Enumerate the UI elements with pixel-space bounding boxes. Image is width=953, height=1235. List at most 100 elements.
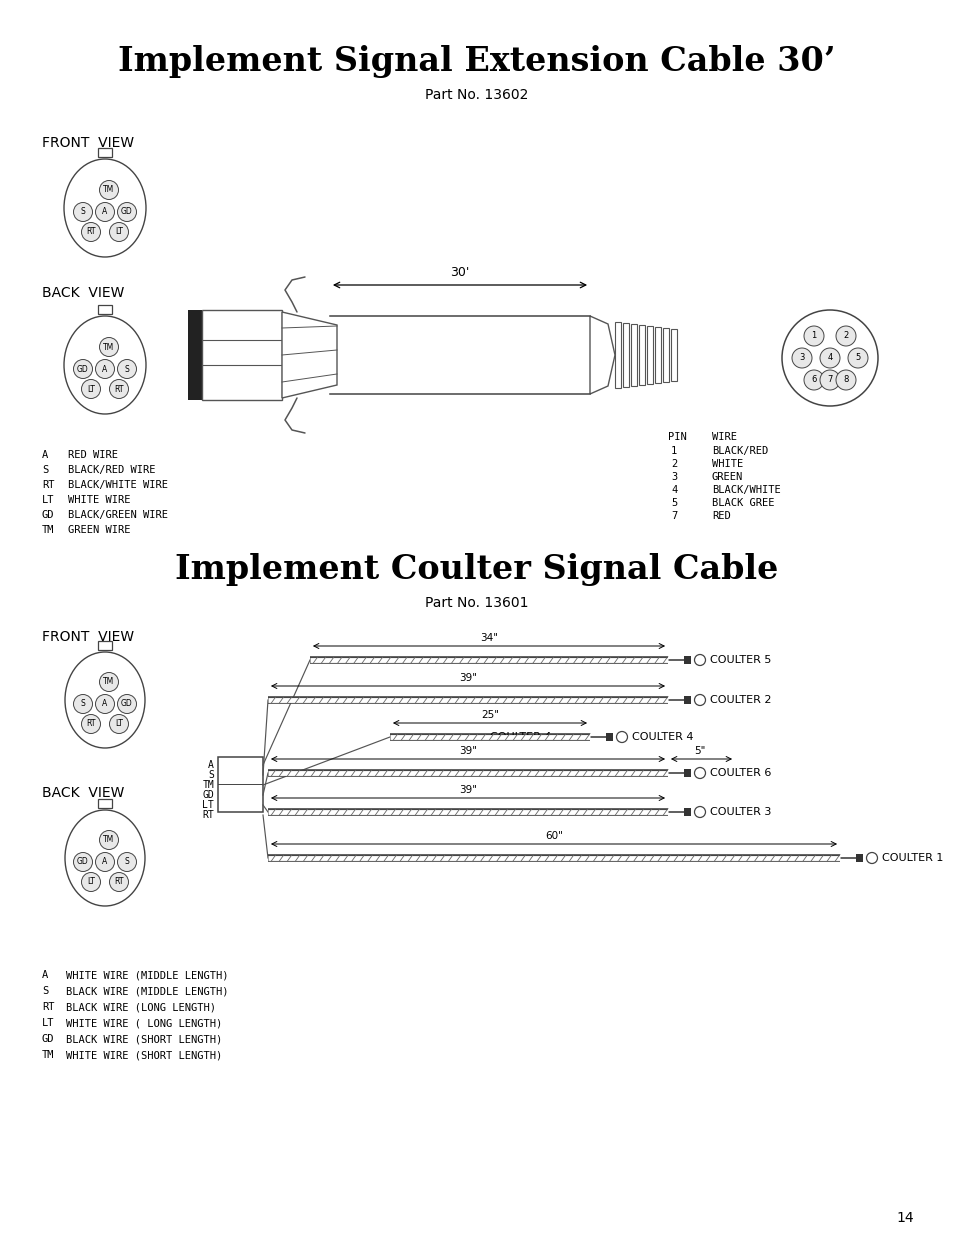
Text: BLACK/WHITE WIRE: BLACK/WHITE WIRE xyxy=(68,480,168,490)
Text: BLACK GREE: BLACK GREE xyxy=(711,498,774,508)
Text: LT: LT xyxy=(202,800,213,810)
Text: 2: 2 xyxy=(842,331,848,341)
Text: PIN: PIN xyxy=(667,432,686,442)
Text: RED WIRE: RED WIRE xyxy=(68,450,118,459)
Circle shape xyxy=(73,694,92,714)
Text: A: A xyxy=(208,760,213,769)
Text: S: S xyxy=(208,769,213,781)
Text: 5": 5" xyxy=(694,746,705,756)
Text: RED: RED xyxy=(711,511,730,521)
Circle shape xyxy=(73,359,92,378)
Text: LT: LT xyxy=(115,227,123,236)
Circle shape xyxy=(99,673,118,692)
Text: 5: 5 xyxy=(670,498,677,508)
Circle shape xyxy=(847,348,867,368)
Bar xyxy=(615,322,620,388)
Circle shape xyxy=(820,370,840,390)
Circle shape xyxy=(110,222,129,242)
Text: BLACK WIRE (MIDDLE LENGTH): BLACK WIRE (MIDDLE LENGTH) xyxy=(66,986,229,995)
Text: 30': 30' xyxy=(450,267,469,279)
Bar xyxy=(670,329,677,382)
Text: Part No. 13601: Part No. 13601 xyxy=(425,597,528,610)
Circle shape xyxy=(117,852,136,872)
Text: Part No. 13602: Part No. 13602 xyxy=(425,88,528,103)
Text: A: A xyxy=(102,364,108,373)
Bar xyxy=(683,769,690,777)
Text: TM: TM xyxy=(202,781,213,790)
Bar xyxy=(646,326,652,384)
Text: COULTER 2: COULTER 2 xyxy=(709,695,771,705)
Circle shape xyxy=(791,348,811,368)
Text: 14: 14 xyxy=(895,1212,913,1225)
Text: GD: GD xyxy=(42,510,54,520)
Text: TM: TM xyxy=(42,525,54,535)
Circle shape xyxy=(95,852,114,872)
Text: LT: LT xyxy=(115,720,123,729)
Text: RT: RT xyxy=(114,384,124,394)
Text: RT: RT xyxy=(42,1002,54,1011)
Text: TM: TM xyxy=(103,342,114,352)
Text: 5: 5 xyxy=(855,353,860,363)
Text: TM: TM xyxy=(42,1050,54,1060)
Text: WIRE: WIRE xyxy=(711,432,737,442)
Text: 2: 2 xyxy=(670,459,677,469)
Text: A: A xyxy=(102,857,108,867)
Circle shape xyxy=(803,370,823,390)
Text: RT: RT xyxy=(42,480,54,490)
Text: LT: LT xyxy=(87,384,95,394)
Text: TM: TM xyxy=(103,678,114,687)
Circle shape xyxy=(99,337,118,357)
Text: 34": 34" xyxy=(479,634,497,643)
Text: 3: 3 xyxy=(799,353,803,363)
Bar xyxy=(188,310,202,400)
Text: 1: 1 xyxy=(810,331,816,341)
Text: BLACK/RED: BLACK/RED xyxy=(711,446,767,456)
Circle shape xyxy=(835,326,855,346)
Text: 3: 3 xyxy=(670,472,677,482)
Bar xyxy=(622,324,628,387)
Bar xyxy=(98,148,112,157)
Text: GD: GD xyxy=(202,790,213,800)
Text: RT: RT xyxy=(86,720,95,729)
Text: WHITE: WHITE xyxy=(711,459,742,469)
Bar xyxy=(655,327,660,383)
Circle shape xyxy=(81,222,100,242)
Bar xyxy=(683,808,690,816)
Circle shape xyxy=(110,872,129,892)
Text: Implement Signal Extension Cable 30’: Implement Signal Extension Cable 30’ xyxy=(118,46,835,79)
Text: S: S xyxy=(42,466,49,475)
Circle shape xyxy=(117,694,136,714)
Circle shape xyxy=(81,715,100,734)
Text: Implement Coulter Signal Cable: Implement Coulter Signal Cable xyxy=(175,553,778,587)
Text: RT: RT xyxy=(86,227,95,236)
Text: TM: TM xyxy=(103,185,114,194)
Text: BACK  VIEW: BACK VIEW xyxy=(42,287,124,300)
Text: 7: 7 xyxy=(826,375,832,384)
Text: S: S xyxy=(81,699,85,709)
Text: LT: LT xyxy=(87,878,95,887)
Text: S: S xyxy=(125,857,130,867)
Circle shape xyxy=(99,180,118,200)
Bar xyxy=(202,310,282,400)
Bar xyxy=(683,656,690,664)
Polygon shape xyxy=(589,316,615,394)
Text: A: A xyxy=(42,969,49,981)
Text: WHITE WIRE (MIDDLE LENGTH): WHITE WIRE (MIDDLE LENGTH) xyxy=(66,969,229,981)
Text: S: S xyxy=(125,364,130,373)
Circle shape xyxy=(835,370,855,390)
Text: COULTER 1: COULTER 1 xyxy=(882,853,943,863)
Text: GD: GD xyxy=(42,1034,54,1044)
Text: 39": 39" xyxy=(458,673,476,683)
Text: TM: TM xyxy=(103,836,114,845)
Text: LT: LT xyxy=(42,495,54,505)
Text: 60": 60" xyxy=(544,831,562,841)
Text: GREEN WIRE: GREEN WIRE xyxy=(68,525,131,535)
Text: BLACK/GREEN WIRE: BLACK/GREEN WIRE xyxy=(68,510,168,520)
Text: RT: RT xyxy=(202,810,213,820)
Text: GD: GD xyxy=(77,364,89,373)
Text: A: A xyxy=(102,207,108,216)
Text: 4: 4 xyxy=(826,353,832,363)
Circle shape xyxy=(73,203,92,221)
Bar xyxy=(662,329,668,382)
Bar xyxy=(855,853,862,862)
